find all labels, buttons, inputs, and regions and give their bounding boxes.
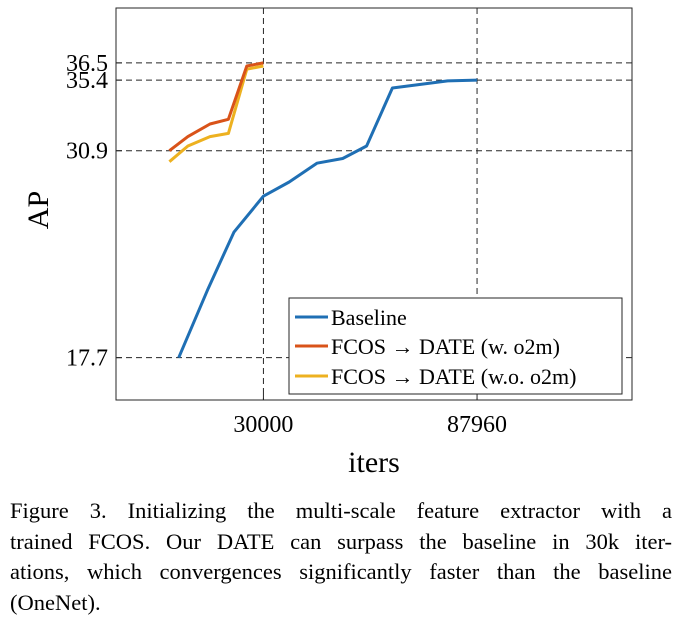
legend-entry-baseline: Baseline (295, 305, 407, 330)
y-tick-label: 36.5 (66, 51, 108, 77)
legend-label-baseline: Baseline (331, 305, 407, 330)
y-tick-label: 17.7 (66, 346, 108, 372)
caption-line: ations, which convergences significantly… (10, 559, 672, 584)
legend-label-w-o2m: FCOS → DATE (w. o2m) (331, 334, 560, 359)
plot-frame (115, 7, 633, 401)
x-axis-label: iters (348, 446, 400, 479)
caption-line: (OneNet). (10, 589, 101, 615)
caption-line: trained FCOS. Our DATE can surpass the b… (10, 528, 672, 554)
series-line-w-o2m (168, 61, 264, 152)
legend-label-wo-o2m: FCOS → DATE (w.o. o2m) (331, 364, 576, 389)
series-line-wo-o2m (168, 64, 264, 163)
series-line-baseline (177, 78, 478, 359)
x-tick-label: 87960 (447, 412, 507, 438)
x-tick-label: 30000 (233, 412, 293, 438)
chart-figure: 17.7 30.9 35.436.5 30000 87960 iters AP Base… (22, 7, 633, 479)
y-axis-label: AP (22, 191, 55, 229)
figure-caption: Figure 3. Initializing the multi-scale f… (10, 496, 672, 618)
legend-entry-wo-o2m: FCOS → DATE (w.o. o2m) (295, 364, 576, 389)
legend: Baseline FCOS → DATE (w. o2m) FCOS → DAT… (288, 297, 623, 395)
y-tick-label: 30.9 (66, 139, 108, 165)
legend-entry-w-o2m: FCOS → DATE (w. o2m) (295, 334, 560, 359)
y-tick-label: 35.4 (66, 68, 108, 94)
ticks-layer: 17.7 30.9 35.436.5 30000 87960 (66, 51, 507, 438)
legend-box (288, 297, 623, 395)
caption-line: Figure 3. Initializing the multi-scale f… (10, 498, 672, 523)
series-layer (168, 61, 478, 359)
